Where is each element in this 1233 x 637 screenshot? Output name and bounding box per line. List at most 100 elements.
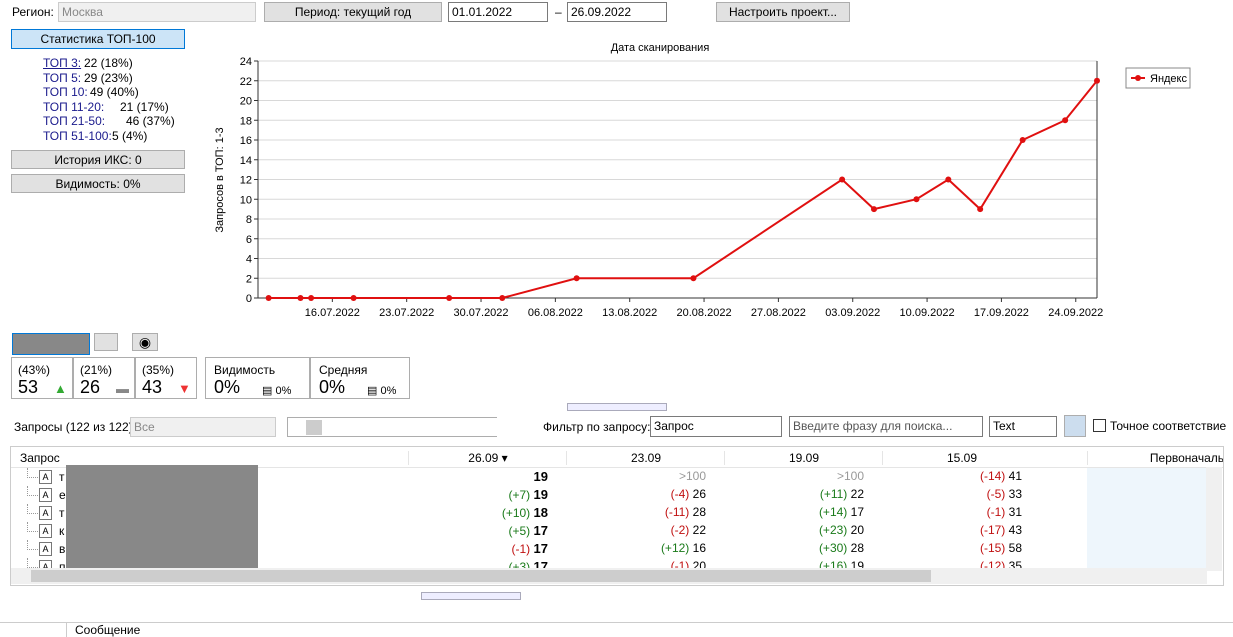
box-value: 53	[18, 377, 39, 397]
filter-select[interactable]: Запрос	[650, 416, 782, 437]
splitter[interactable]	[421, 592, 521, 600]
position-change: (-2)	[670, 523, 690, 537]
stat-label: ТОП 10:	[43, 85, 88, 100]
position-value: >100	[836, 469, 864, 483]
position-cell: (-5) 33	[890, 487, 1022, 501]
box-label: Видимость	[214, 363, 276, 377]
chart: Дата сканирования Запросов в ТОП: 1-3 0 2…	[214, 42, 1191, 319]
splitter[interactable]	[567, 403, 667, 411]
search-button[interactable]	[1064, 415, 1086, 437]
query-icon: A	[39, 524, 52, 538]
scroll-thumb[interactable]	[306, 420, 322, 435]
position-change: (-11)	[664, 505, 690, 519]
position-value: 19	[533, 487, 548, 502]
tree-line	[27, 558, 38, 568]
data-point	[870, 206, 877, 213]
legend-marker	[1135, 75, 1141, 81]
position-value: 28	[850, 541, 864, 555]
region-label: Регион:	[12, 5, 54, 19]
position-value: >100	[678, 469, 706, 483]
redaction	[66, 465, 258, 571]
y-tick-label: 12	[240, 175, 252, 187]
position-cell: (+23) 20	[732, 523, 864, 537]
top100-button[interactable]: Статистика ТОП-100	[11, 29, 185, 49]
tree-line	[27, 468, 38, 478]
eye-button[interactable]: ◉	[132, 333, 158, 351]
position-cell: (-1) 31	[890, 505, 1022, 519]
y-tick-label: 24	[240, 56, 252, 68]
column-header: Запрос	[20, 451, 60, 465]
box-value: 26	[80, 377, 101, 397]
stat-label: ТОП 51-100:	[43, 129, 112, 143]
data-point	[977, 206, 984, 213]
exact-checkbox[interactable]	[1093, 419, 1106, 432]
position-change: (-17)	[979, 523, 1006, 537]
summary-boxes: (43%) 53 ▲ (21%) 26 ▬ (35%) 43 ▼	[11, 357, 197, 399]
v-scrollbar	[1206, 467, 1222, 571]
query-icon: A	[39, 488, 52, 502]
position-change: (+12)	[660, 541, 690, 555]
group-select[interactable]: Все	[130, 417, 276, 437]
position-value: 16	[692, 541, 706, 555]
position-change: (+10)	[501, 506, 531, 520]
position-value: 19	[533, 469, 548, 484]
setup-button[interactable]: Настроить проект...	[716, 2, 850, 22]
x-tick-label: 17.09.2022	[974, 307, 1029, 319]
data-point	[913, 196, 920, 203]
box-small: ▤ 0%	[367, 385, 397, 397]
mode-select[interactable]: Text	[989, 416, 1057, 437]
y-tick-label: 16	[240, 135, 252, 147]
box-value: 0%	[319, 377, 346, 397]
tree-line	[27, 522, 38, 532]
region-select[interactable]: Москва	[58, 2, 256, 22]
search-input[interactable]: Введите фразу для поиска...	[789, 416, 983, 437]
date-to[interactable]: 26.09.2022	[567, 2, 667, 22]
query-icon: A	[39, 542, 52, 556]
visibility-button[interactable]: Видимость: 0%	[11, 174, 185, 193]
chart-title: Дата сканирования	[611, 42, 710, 54]
query-text: т	[59, 506, 65, 520]
x-tick-label: 16.07.2022	[305, 307, 360, 319]
filter-label: Фильтр по запросу:	[543, 420, 651, 434]
h-scroll-thumb	[31, 570, 931, 582]
position-cell: (-15) 58	[890, 541, 1022, 555]
column-header: 15.09	[882, 451, 1041, 465]
scrollbar[interactable]	[287, 417, 497, 437]
position-cell: (+30) 28	[732, 541, 864, 555]
y-tick-label: 22	[240, 76, 252, 88]
position-change: (+7)	[508, 488, 531, 502]
toggle-button[interactable]	[94, 333, 118, 351]
x-tick-label: 27.08.2022	[751, 307, 806, 319]
query-icon: A	[39, 470, 52, 484]
x-tick-label: 10.09.2022	[900, 307, 955, 319]
position-value: 20	[850, 523, 864, 537]
y-tick-label: 10	[240, 194, 252, 206]
results-table: Запрос 26.09 ▾ 23.09 19.09 15.09 Первоначаль A…	[10, 446, 1224, 586]
iks-button[interactable]: История ИКС: 0	[11, 150, 185, 169]
position-cell: (+7) 19	[416, 487, 549, 502]
period-button[interactable]: Период: текущий год	[264, 2, 442, 22]
stat-value: 22 (18%)	[84, 56, 133, 70]
position-value: 31	[1008, 505, 1022, 519]
messages-panel: Сообщение	[0, 622, 1233, 637]
stat-label: ТОП 5:	[43, 70, 82, 85]
tree-line	[27, 486, 38, 496]
position-value: 22	[850, 487, 864, 501]
position-change: (+30)	[818, 541, 848, 555]
x-tick-label: 30.07.2022	[453, 307, 508, 319]
y-tick-label: 2	[246, 273, 252, 285]
column-header: 19.09	[724, 451, 883, 465]
query-text: п	[59, 560, 66, 574]
position-value: 17	[850, 505, 864, 519]
y-tick-label: 18	[240, 115, 252, 127]
y-tick-label: 6	[246, 234, 252, 246]
date-from[interactable]: 01.01.2022	[448, 2, 548, 22]
query-text: т	[59, 470, 65, 484]
query-text: к	[59, 524, 65, 538]
tree-line	[27, 540, 38, 550]
query-icon: A	[39, 506, 52, 520]
position-change: (-1)	[986, 505, 1006, 519]
data-point	[573, 275, 580, 282]
tree-line	[27, 504, 38, 514]
